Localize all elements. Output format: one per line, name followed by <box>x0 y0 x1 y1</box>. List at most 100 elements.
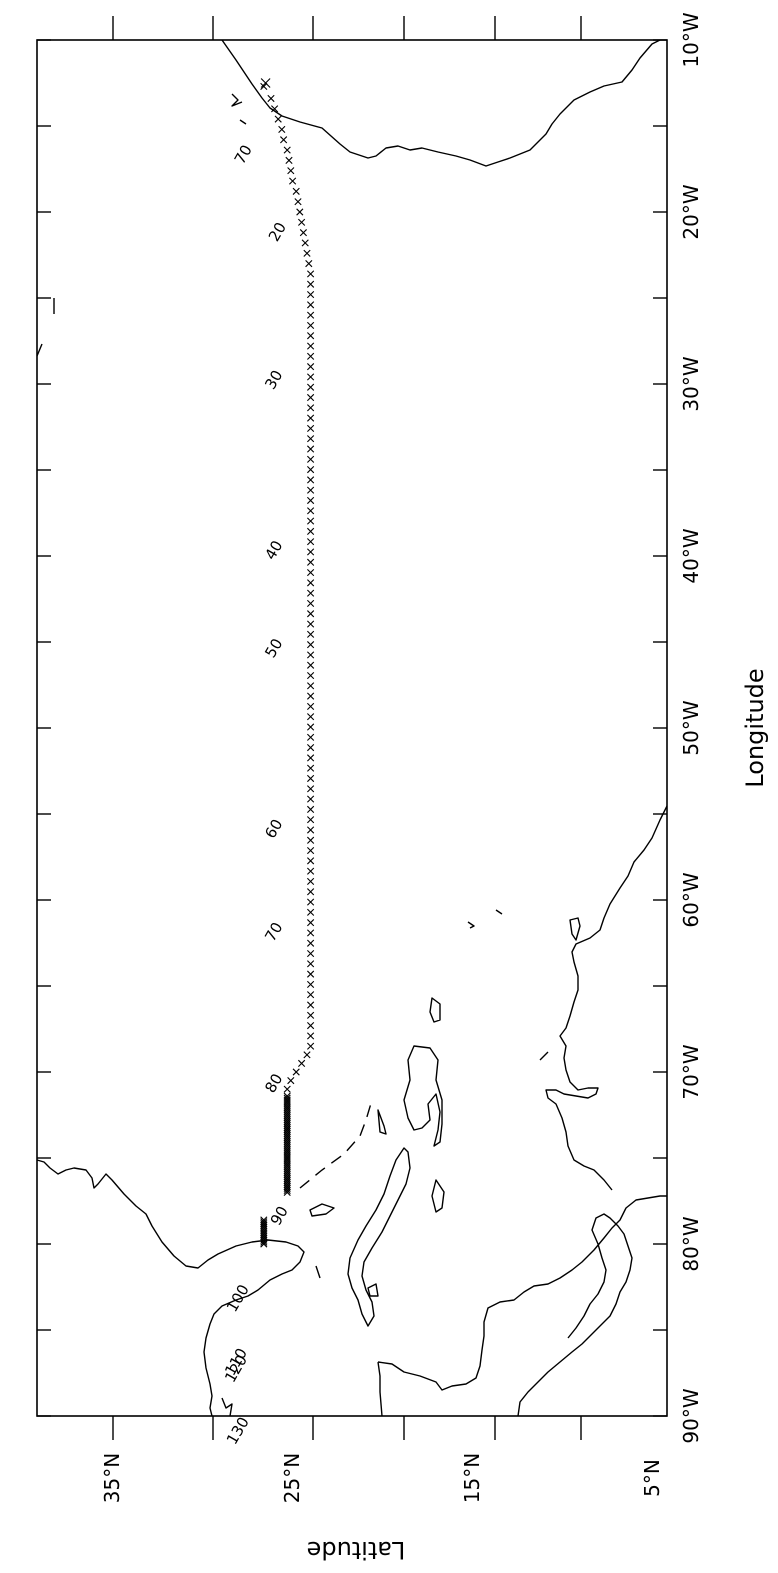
track-point <box>307 507 315 515</box>
track-point <box>307 1011 315 1019</box>
track-point <box>307 404 315 412</box>
track-point <box>267 94 275 103</box>
track-point <box>307 599 315 608</box>
longitude-tick-label: 50°W <box>679 700 703 755</box>
track-point <box>298 1059 306 1067</box>
track-point <box>307 527 315 535</box>
coastline-puerto-rico <box>429 997 441 1023</box>
longitude-tick-label: 40°W <box>679 528 703 583</box>
track-point <box>307 816 315 824</box>
track-point <box>307 970 315 978</box>
track-point <box>292 1068 300 1076</box>
frame-ticks <box>37 16 667 1440</box>
coastline-bahamas <box>309 1109 387 1217</box>
track-point <box>260 1238 268 1246</box>
track-point <box>303 1051 311 1059</box>
coastline-fragment <box>36 298 55 357</box>
track-point <box>278 125 286 134</box>
latitude-tick-label: 5°N <box>640 1459 664 1497</box>
track-point <box>307 939 315 947</box>
track-point <box>307 1042 315 1050</box>
track-point <box>307 486 315 494</box>
day-label: 130 <box>223 1414 253 1448</box>
track-point <box>307 908 315 916</box>
track-point <box>298 218 306 226</box>
small-islands <box>315 909 503 1279</box>
coastline-jamaica <box>431 1179 445 1213</box>
track-point <box>307 301 315 309</box>
track-point <box>307 455 315 463</box>
track-point <box>307 805 315 813</box>
day-label: 20 <box>265 219 290 245</box>
latitude-tick-label: 15°N <box>460 1453 484 1503</box>
track-point <box>283 1085 291 1093</box>
track-point <box>307 671 315 680</box>
longitude-tick-label: 30°W <box>679 356 703 411</box>
longitude-tick-label: 20°W <box>679 184 703 239</box>
track-point <box>307 1032 315 1040</box>
track-point <box>294 198 302 206</box>
coastline-south-america-west <box>517 1213 633 1417</box>
track-point <box>303 249 311 257</box>
track-point <box>307 476 315 484</box>
coastline-venezuela <box>545 805 668 1191</box>
track-point <box>301 239 309 247</box>
track-point <box>289 177 297 185</box>
coastline-north-america <box>36 1159 305 1417</box>
track-point <box>287 167 295 175</box>
latitude-tick-label: 35°N <box>100 1453 124 1503</box>
track-point <box>307 342 315 350</box>
track-point <box>307 424 315 433</box>
track-point <box>307 857 315 865</box>
track-point <box>283 1188 291 1196</box>
day-label: 30 <box>261 367 286 393</box>
track-point <box>307 466 315 474</box>
track-point <box>307 496 315 505</box>
track-point <box>307 919 315 927</box>
track-point <box>260 78 271 88</box>
track-point <box>307 589 315 597</box>
track-point <box>307 445 315 453</box>
track-point <box>305 260 313 268</box>
coastline-trinidad <box>539 917 581 1061</box>
day-label: 90 <box>267 1203 292 1229</box>
track-point <box>307 682 315 690</box>
longitude-tick-labels: 90°W 80°W 70°W 60°W 50°W 40°W 30°W 20°W 10°W <box>679 12 703 1443</box>
track-point <box>307 754 315 762</box>
track-point <box>287 1077 295 1085</box>
coastline-central-america <box>377 1195 667 1417</box>
longitude-tick-label: 60°W <box>679 872 703 927</box>
track-point <box>307 548 315 556</box>
track-point <box>307 332 315 340</box>
drifter-track <box>260 78 315 1248</box>
track-point <box>307 363 315 371</box>
track-point <box>307 980 315 989</box>
track-point <box>307 414 315 422</box>
track-point <box>307 774 315 783</box>
track-point <box>299 229 307 237</box>
track-point <box>307 270 315 278</box>
coastlines <box>36 39 668 1417</box>
track-point <box>307 311 315 319</box>
track-point <box>307 991 315 999</box>
track-point <box>307 764 315 772</box>
track-point <box>307 744 315 752</box>
track-point <box>307 373 315 381</box>
track-point <box>285 156 293 164</box>
track-point <box>307 846 315 855</box>
track-point <box>307 630 315 638</box>
track-point <box>283 1186 291 1195</box>
track-point <box>307 280 315 288</box>
latitude-tick-label: 25°N <box>280 1453 304 1503</box>
day-label: 100 <box>223 1281 253 1315</box>
track-point <box>307 692 315 700</box>
track-point <box>307 641 315 649</box>
track-point <box>307 579 315 587</box>
track-point <box>307 888 315 896</box>
track-point <box>271 105 279 113</box>
track-point <box>296 208 304 216</box>
track-point <box>307 929 315 937</box>
track-point <box>307 949 315 958</box>
coastline-cuba <box>347 1147 411 1327</box>
